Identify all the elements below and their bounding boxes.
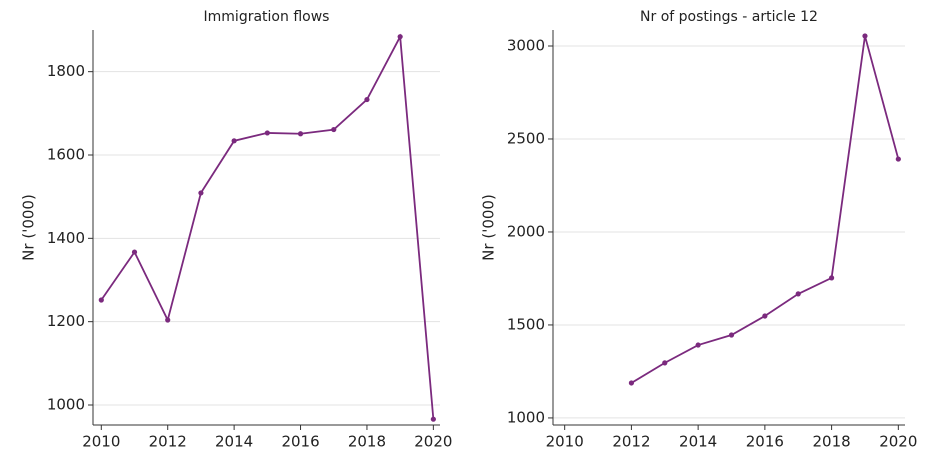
point [231, 138, 237, 144]
point [430, 416, 436, 422]
line [630, 35, 900, 384]
point [628, 380, 635, 386]
point [98, 297, 104, 303]
y-tick-label: 1600 [47, 146, 85, 164]
line [100, 33, 435, 420]
x-tick-label: 2020 [414, 433, 452, 451]
point [695, 342, 701, 348]
point [198, 190, 204, 196]
y-tick-label: 1000 [47, 396, 85, 414]
x-tick-label: 2012 [612, 433, 650, 451]
point [331, 126, 337, 133]
point [364, 96, 370, 103]
x-tick-label: 2018 [813, 433, 851, 451]
chart-title: Nr of postings - article 12 [640, 9, 818, 25]
x-tick-label: 2016 [281, 433, 319, 451]
point [762, 313, 768, 319]
point [662, 360, 668, 366]
x-tick-label: 2016 [746, 433, 784, 451]
y-tick-label: 2500 [507, 129, 545, 147]
point [862, 33, 868, 39]
y-tick-label: 1200 [47, 312, 85, 330]
point [828, 275, 835, 281]
x-tick-label: 2014 [679, 433, 717, 451]
y-axis-label: Nr ('000) [480, 194, 498, 261]
point [297, 131, 304, 137]
point [165, 317, 171, 323]
x-tick-label: 2012 [149, 433, 187, 451]
x-tick-label: 2014 [215, 433, 253, 451]
y-axis-label: Nr ('000) [20, 194, 38, 261]
point [264, 130, 270, 136]
y-tick-label: 1500 [507, 315, 545, 333]
x-tick-label: 2010 [82, 433, 120, 451]
x-tick-label: 2018 [348, 433, 386, 451]
y-tick-label: 2000 [507, 222, 545, 240]
point [397, 34, 403, 40]
y-tick-label: 1000 [507, 408, 545, 426]
x-tick-label: 2020 [879, 433, 917, 451]
y-tick-label: 1400 [47, 229, 85, 247]
point [728, 332, 735, 338]
point [895, 156, 901, 162]
point [795, 291, 801, 297]
y-tick-label: 3000 [507, 36, 545, 54]
y-tick-label: 1800 [47, 62, 85, 80]
x-tick-label: 2010 [546, 433, 584, 451]
point [131, 249, 138, 255]
chart-title: Immigration flows [204, 9, 330, 25]
